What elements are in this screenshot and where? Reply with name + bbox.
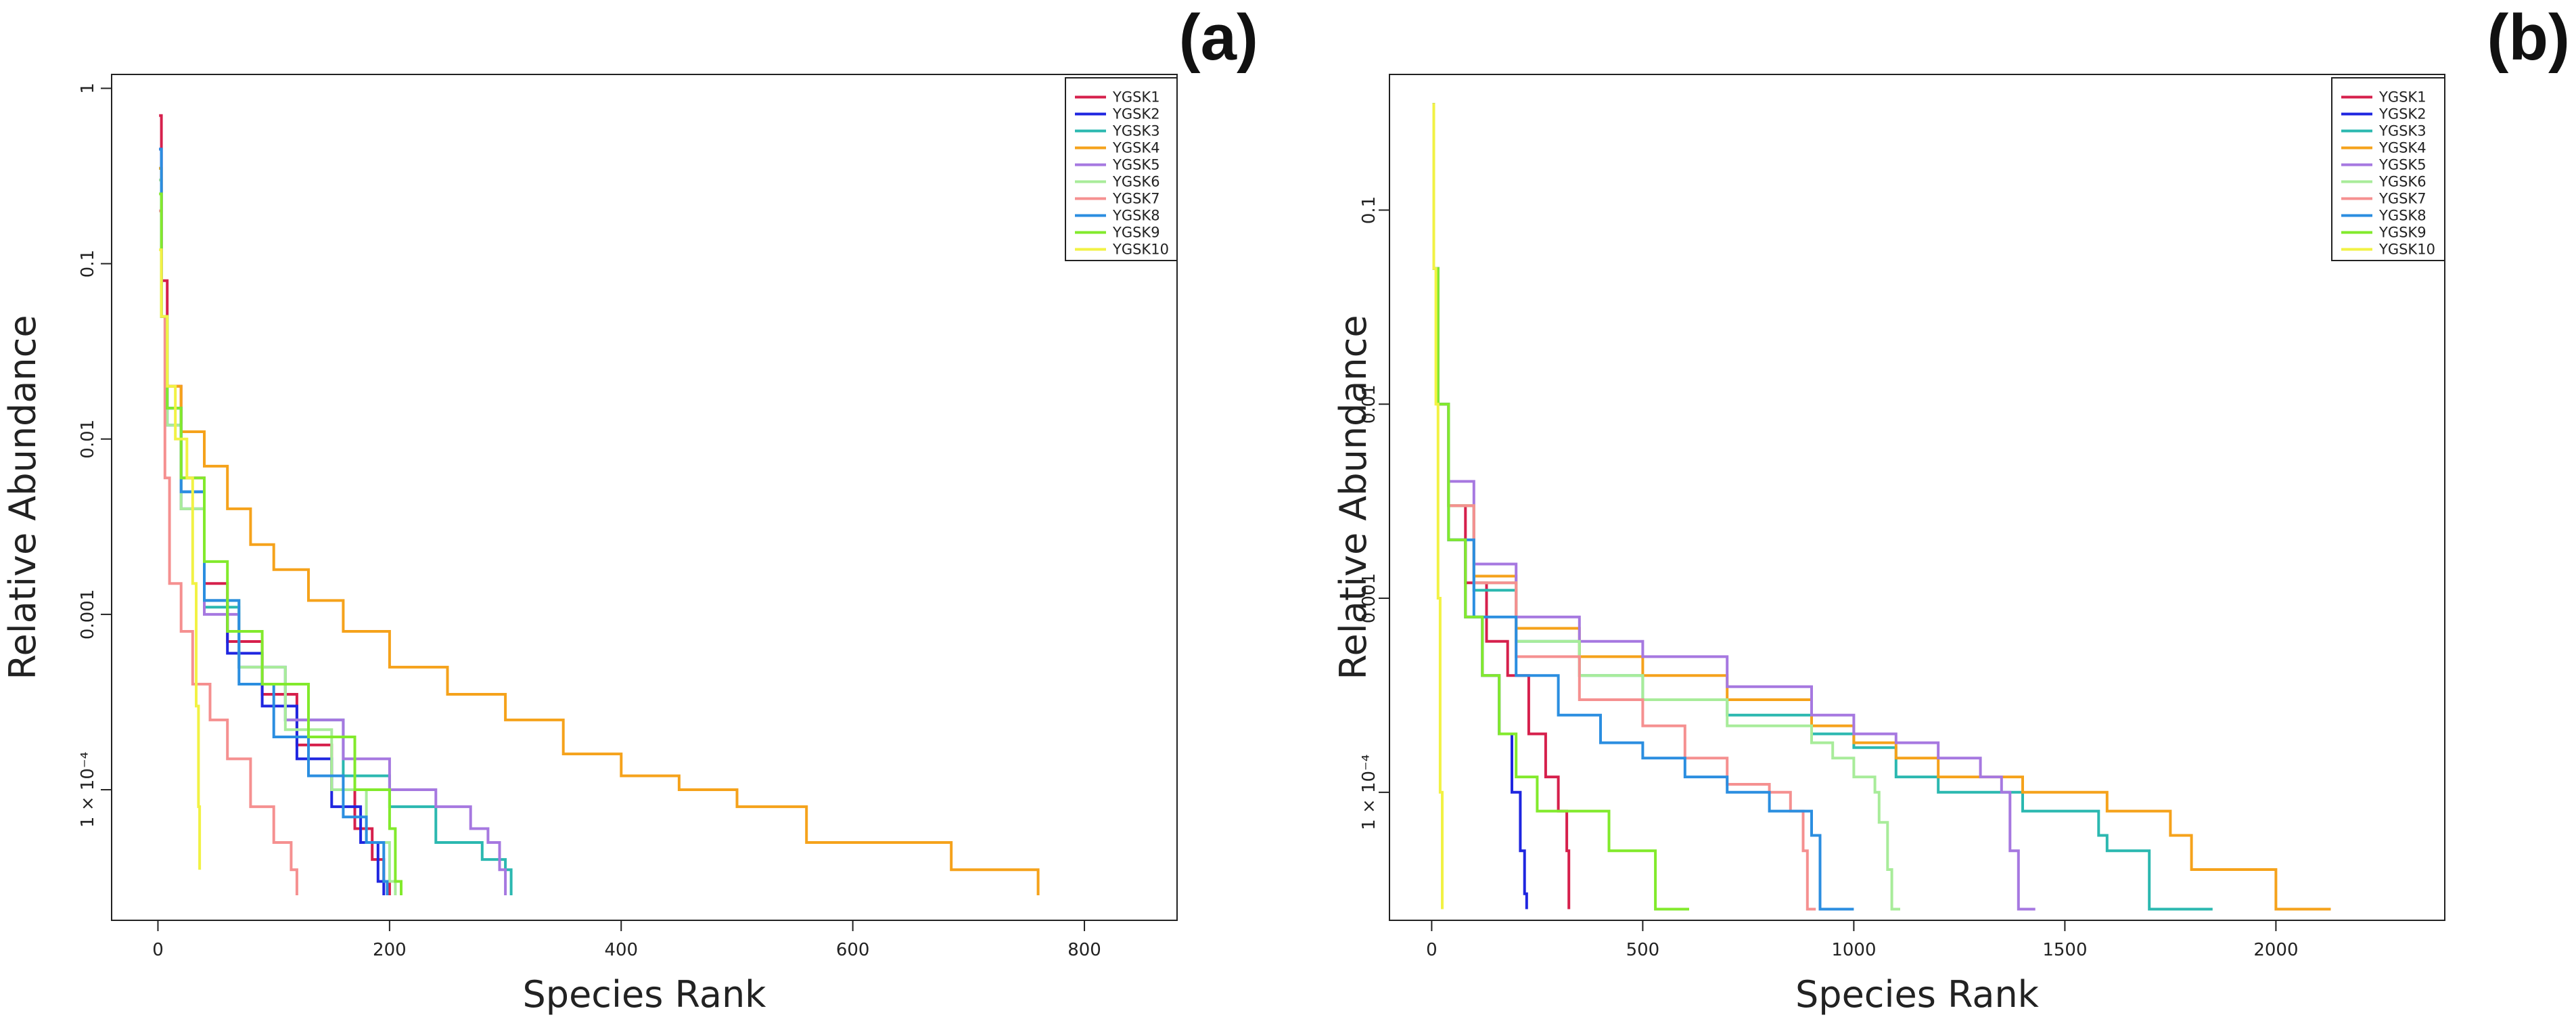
legend-entry: YGSK4 <box>1112 140 1160 156</box>
legend-entry: YGSK3 <box>1112 123 1160 139</box>
x-tick-label: 400 <box>604 940 638 960</box>
legend-box <box>1065 77 1178 261</box>
series-line-ygsk5 <box>1432 103 2036 911</box>
legend-entry: YGSK2 <box>1112 106 1160 122</box>
legend-entry: YGSK8 <box>2378 208 2426 224</box>
panel-label: (b) <box>2487 1 2570 74</box>
series-line-ygsk4 <box>1432 103 2331 911</box>
x-axis-title: Species Rank <box>1795 973 2040 1016</box>
legend-entry: YGSK9 <box>1112 225 1160 241</box>
y-tick-label: 1 × 10⁻⁴ <box>78 752 98 828</box>
legend-entry: YGSK10 <box>1112 242 1169 258</box>
x-tick-label: 0 <box>1426 940 1438 960</box>
legend-entry: YGSK2 <box>2378 106 2426 122</box>
legend-box <box>2331 77 2445 261</box>
legend-entry: YGSK9 <box>2378 225 2426 241</box>
y-tick-label: 0.01 <box>78 420 98 459</box>
rank-abundance-chart-b: 0 500 1000 1500 2000 0.1 0.01 0.001 1 × 10⁻⁴ Spec… <box>1332 1 2570 1016</box>
chart-panel-a: 0 200 400 600 800 1 0.1 0.01 0.001 1 × 10⁻⁴ Specie… <box>1 1 1258 1016</box>
x-tick-label: 200 <box>373 940 407 960</box>
y-axis-title: Relative Abundance <box>1 315 44 679</box>
rank-abundance-chart-a: 0 200 400 600 800 1 0.1 0.01 0.001 1 × 10⁻⁴ Specie… <box>1 1 1258 1016</box>
legend-entry: YGSK6 <box>2378 174 2426 190</box>
x-tick-label: 800 <box>1067 940 1101 960</box>
y-tick-label: 1 × 10⁻⁴ <box>1359 755 1379 830</box>
series-group <box>1432 103 2331 911</box>
legend: YGSK1YGSK2YGSK3YGSK4YGSK5YGSK6YGSK7YGSK8… <box>2331 77 2445 261</box>
x-tick-label: 2000 <box>2253 940 2298 960</box>
series-line-ygsk3 <box>1432 103 2213 911</box>
y-tick-label: 0.1 <box>1359 196 1379 224</box>
series-line-ygsk2 <box>1432 103 1528 909</box>
legend-entry: YGSK7 <box>2378 191 2426 207</box>
legend-entry: YGSK8 <box>1112 208 1160 224</box>
chart-panel-b: 0 500 1000 1500 2000 0.1 0.01 0.001 1 × 10⁻⁴ Spec… <box>1288 0 2576 1034</box>
y-tick-label: 0.1 <box>78 250 98 277</box>
series-line-ygsk6 <box>1432 103 1900 911</box>
legend-entry: YGSK3 <box>2378 123 2426 139</box>
series-line-ygsk6 <box>159 179 397 895</box>
y-tick-label: 0.001 <box>78 589 98 639</box>
series-line-ygsk8 <box>1432 103 1854 911</box>
legend-entry: YGSK1 <box>1112 89 1160 106</box>
x-tick-label: 600 <box>836 940 870 960</box>
legend-entry: YGSK7 <box>1112 191 1160 207</box>
legend-entry: YGSK5 <box>2378 157 2426 173</box>
series-line-ygsk3 <box>159 166 513 895</box>
legend-entry: YGSK6 <box>1112 174 1160 190</box>
y-axis-title: Relative Abundance <box>1332 315 1375 679</box>
x-tick-label: 500 <box>1626 940 1660 960</box>
series-group <box>159 114 1040 895</box>
x-axis-title: Species Rank <box>523 973 767 1016</box>
legend-entry: YGSK4 <box>2378 140 2426 156</box>
legend-entry: YGSK10 <box>2378 242 2435 258</box>
series-line-ygsk9 <box>1432 103 1689 911</box>
x-tick-label: 1000 <box>1831 940 1876 960</box>
series-line-ygsk4 <box>159 166 1040 895</box>
series-line-ygsk7 <box>159 209 298 895</box>
panel-label: (a) <box>1179 1 1258 74</box>
legend-entry: YGSK1 <box>2378 89 2426 106</box>
series-line-ygsk10 <box>159 248 202 870</box>
legend: YGSK1YGSK2YGSK3YGSK4YGSK5YGSK6YGSK7YGSK8… <box>1065 77 1178 261</box>
y-tick-label: 0.01 <box>1359 384 1379 424</box>
series-line-ygsk9 <box>159 192 402 895</box>
legend-entry: YGSK5 <box>1112 157 1160 173</box>
plot-frame <box>1389 74 2445 921</box>
x-tick-label: 0 <box>152 940 164 960</box>
plot-frame <box>111 74 1178 921</box>
x-tick-label: 1500 <box>2042 940 2087 960</box>
y-tick-label: 1 <box>78 83 98 94</box>
y-tick-label: 0.001 <box>1359 573 1379 623</box>
series-line-ygsk10 <box>1432 103 1444 909</box>
series-line-ygsk7 <box>1432 103 1816 911</box>
